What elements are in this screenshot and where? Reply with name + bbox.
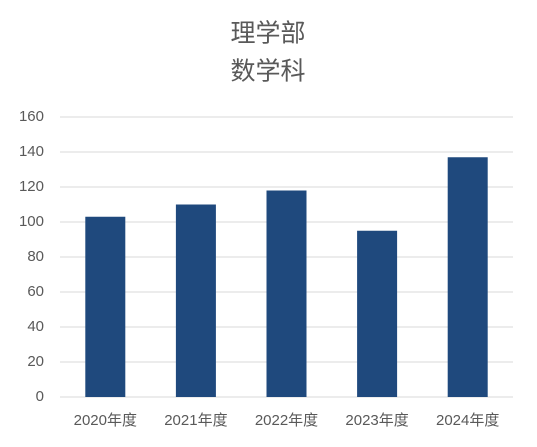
bar xyxy=(357,230,398,397)
bar xyxy=(266,190,307,397)
y-tick-label: 100 xyxy=(19,213,44,230)
y-tick-label: 0 xyxy=(36,388,44,405)
y-tick-label: 40 xyxy=(27,318,44,335)
chart-subtitle: 数学科 xyxy=(230,58,305,86)
y-tick-label: 20 xyxy=(27,353,44,370)
y-tick-label: 140 xyxy=(19,143,44,160)
y-tick-label: 60 xyxy=(27,283,44,300)
x-tick-label: 2024年度 xyxy=(436,412,499,429)
y-tick-label: 80 xyxy=(27,248,44,265)
y-tick-label: 160 xyxy=(19,108,44,125)
x-tick-label: 2023年度 xyxy=(345,412,408,429)
x-tick-label: 2021年度 xyxy=(164,412,227,429)
x-tick-label: 2022年度 xyxy=(255,412,318,429)
x-tick-label: 2020年度 xyxy=(74,412,137,429)
bar xyxy=(175,204,216,397)
chart-title: 理学部 xyxy=(230,20,305,48)
bar xyxy=(447,157,488,397)
bar xyxy=(85,216,126,397)
y-tick-label: 120 xyxy=(19,178,44,195)
